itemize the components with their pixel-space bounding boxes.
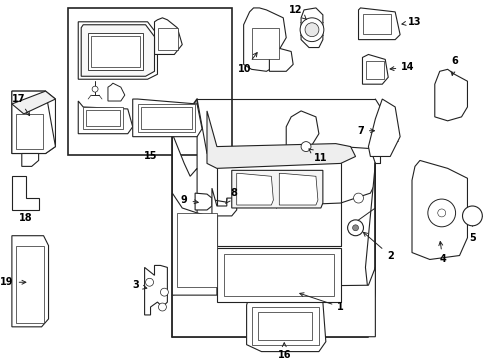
Circle shape <box>463 206 482 226</box>
Text: 17: 17 <box>12 94 29 116</box>
Bar <box>86 110 120 126</box>
Circle shape <box>158 303 167 311</box>
Polygon shape <box>81 25 154 76</box>
Text: 6: 6 <box>451 57 458 75</box>
Polygon shape <box>12 91 55 153</box>
Circle shape <box>438 209 446 217</box>
Bar <box>217 248 341 302</box>
Bar <box>88 33 143 70</box>
Text: 1: 1 <box>300 293 344 312</box>
Bar <box>224 253 334 296</box>
Polygon shape <box>232 170 323 208</box>
Bar <box>364 14 391 34</box>
Polygon shape <box>244 8 286 71</box>
Text: 13: 13 <box>402 17 422 27</box>
Bar <box>138 104 195 132</box>
Polygon shape <box>12 236 49 327</box>
Polygon shape <box>78 101 133 134</box>
Polygon shape <box>412 161 467 260</box>
Polygon shape <box>279 173 318 205</box>
Polygon shape <box>12 176 39 210</box>
Circle shape <box>301 141 311 152</box>
Polygon shape <box>145 265 168 315</box>
Bar <box>367 62 384 79</box>
Polygon shape <box>366 163 375 295</box>
Polygon shape <box>270 48 293 71</box>
Text: 16: 16 <box>277 343 291 360</box>
Circle shape <box>353 225 359 231</box>
Polygon shape <box>172 267 375 337</box>
Circle shape <box>347 220 364 236</box>
Polygon shape <box>212 188 237 216</box>
Text: 2: 2 <box>364 232 393 261</box>
Bar <box>258 312 312 340</box>
Text: 15: 15 <box>144 152 157 162</box>
Polygon shape <box>363 54 388 84</box>
Circle shape <box>428 199 456 227</box>
Text: 7: 7 <box>357 126 374 136</box>
Text: 19: 19 <box>0 277 26 287</box>
Text: 8: 8 <box>226 188 237 203</box>
Polygon shape <box>246 295 326 352</box>
Polygon shape <box>237 173 273 205</box>
Bar <box>16 246 44 323</box>
Text: 12: 12 <box>290 5 307 19</box>
Text: 10: 10 <box>238 53 257 74</box>
Text: 3: 3 <box>132 280 147 290</box>
Polygon shape <box>12 91 55 153</box>
Bar <box>91 36 140 67</box>
Bar <box>251 28 279 59</box>
Polygon shape <box>12 91 55 114</box>
Circle shape <box>354 193 364 203</box>
Text: 9: 9 <box>181 195 198 205</box>
Circle shape <box>92 86 98 92</box>
Polygon shape <box>78 22 157 79</box>
Text: 14: 14 <box>390 62 415 72</box>
Bar <box>16 114 43 149</box>
Polygon shape <box>133 99 202 137</box>
Bar <box>141 107 192 129</box>
Text: 18: 18 <box>19 213 32 223</box>
Circle shape <box>146 278 153 286</box>
Polygon shape <box>22 153 39 166</box>
Circle shape <box>300 18 324 42</box>
Polygon shape <box>172 134 197 295</box>
Bar <box>83 107 123 129</box>
Bar <box>251 307 319 345</box>
Polygon shape <box>154 18 182 54</box>
Polygon shape <box>108 83 125 101</box>
Bar <box>68 8 232 154</box>
Polygon shape <box>368 99 400 157</box>
Text: 5: 5 <box>469 233 476 243</box>
Polygon shape <box>190 99 375 206</box>
Polygon shape <box>195 193 212 210</box>
Bar <box>177 213 217 287</box>
Polygon shape <box>207 111 356 168</box>
Polygon shape <box>359 8 400 40</box>
Polygon shape <box>286 111 319 153</box>
Circle shape <box>160 288 169 296</box>
Polygon shape <box>172 267 375 337</box>
Text: 11: 11 <box>309 149 328 163</box>
Polygon shape <box>435 69 467 121</box>
Circle shape <box>305 23 319 37</box>
Text: 4: 4 <box>439 242 446 265</box>
Polygon shape <box>301 8 323 48</box>
Polygon shape <box>172 193 217 295</box>
Bar <box>158 28 178 50</box>
